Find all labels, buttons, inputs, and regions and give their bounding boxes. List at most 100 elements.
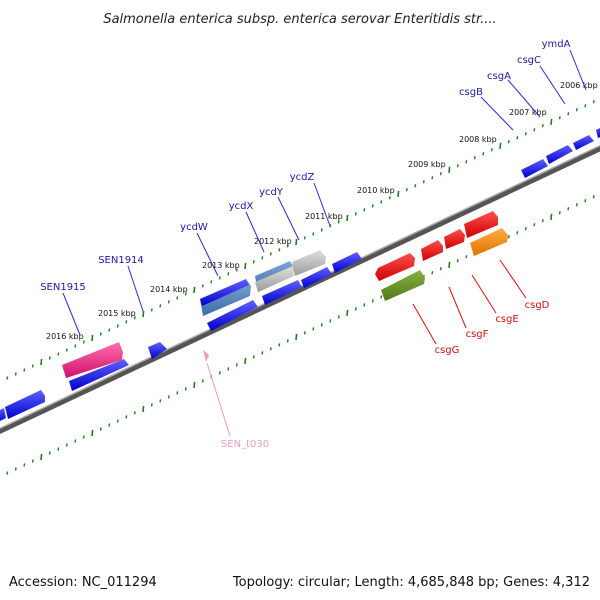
scale-minor-tick [235,268,238,272]
gene-arrow[interactable] [148,342,167,359]
kbp-label: 2014 kbp [150,285,188,294]
scale-major-tick [295,333,298,340]
gene-arrow[interactable] [521,159,548,178]
scale-minor-tick [320,323,323,327]
scale-minor-tick [354,307,357,311]
scale-major-tick [244,357,247,364]
scale-minor-tick [456,259,459,263]
scale-major-tick [193,381,196,388]
scale-minor-tick [584,199,587,203]
gene-label-csge[interactable]: csgE [495,314,518,325]
gene-label-sen1914[interactable]: SEN1914 [98,255,144,266]
gene-label-csgf[interactable]: csgF [466,329,489,340]
scale-minor-tick [82,340,85,344]
scale-minor-tick [422,180,425,184]
gene-arrow[interactable] [255,266,294,292]
scale-minor-tick [465,160,468,164]
scale-minor-tick [388,196,391,200]
gene-arrow[interactable] [292,250,326,276]
gene-label-ycdz[interactable]: ycdZ [290,172,315,183]
gene-arrow[interactable] [546,145,573,164]
gene-label-ycdw[interactable]: ycdW [180,222,208,233]
scale-minor-tick [533,223,536,227]
gene-label-sen1915[interactable]: SEN1915 [40,282,86,293]
scale-minor-tick [337,315,340,319]
genome-backbone [0,144,600,435]
kbp-label: 2015 kbp [98,309,136,318]
gene-arrow[interactable] [207,300,258,331]
scale-minor-tick [31,459,34,463]
gene-arrow[interactable] [0,408,6,422]
scale-minor-tick [116,419,119,423]
scale-minor-tick [592,100,595,104]
scale-minor-tick [303,331,306,335]
gene-arrow[interactable] [421,240,443,261]
gene-label-csgg[interactable]: csgG [435,345,460,356]
scale-minor-tick [82,435,85,439]
scale-minor-tick [533,128,536,132]
gene-arrow[interactable] [262,280,302,305]
gene-arrow[interactable] [69,359,129,391]
scale-minor-tick [176,391,179,395]
scale-minor-tick [125,320,128,324]
scale-minor-tick [48,451,51,455]
scale-minor-tick [473,156,476,160]
scale-minor-tick [184,387,187,391]
scale-major-tick [91,334,94,342]
scale-major-tick [295,238,298,245]
scale-minor-tick [329,224,332,228]
gene-label-ycdy[interactable]: ycdY [259,187,284,198]
kbp-label: 2008 kbp [459,135,497,144]
gene-arrow[interactable] [444,229,465,249]
scale-minor-tick [490,148,493,152]
gene-arrow[interactable] [375,253,415,281]
trna-marker[interactable] [203,350,209,362]
scale-minor-tick [176,296,179,300]
scale-minor-tick [269,252,272,256]
gene-label-csgd[interactable]: csgD [525,300,550,311]
gene-label-csgb[interactable]: csgB [459,87,483,98]
gene-arrow[interactable] [5,390,45,419]
gene-arrow[interactable] [464,211,498,238]
scale-minor-tick [558,116,561,120]
gene-arrow[interactable] [301,267,332,288]
scale-minor-tick [48,356,51,360]
scale-major-tick [193,286,196,293]
scale-minor-tick [303,236,306,240]
scale-minor-tick [65,348,68,352]
kbp-label: 2007 kbp [509,108,547,117]
gene-label-ymda[interactable]: ymdA [542,39,571,50]
gene-label-sen-t030[interactable]: SEN_t030 [221,439,269,450]
gene-arrow[interactable] [62,342,123,378]
gene-arrow[interactable] [470,228,508,256]
map-title: Salmonella enterica subsp. enterica sero… [103,12,496,27]
gene-label-csgc[interactable]: csgC [517,55,541,66]
scale-minor-tick [167,300,170,304]
gene-arrow[interactable] [596,125,600,138]
gene-arrow[interactable] [381,270,425,301]
scale-minor-tick [150,308,153,312]
scale-minor-tick [108,328,111,332]
gene-arrow[interactable] [200,279,249,306]
scale-minor-tick [218,371,221,375]
scale-minor-tick [507,140,510,144]
gene-label-ycdx[interactable]: ycdX [229,201,254,212]
scale-minor-tick [14,372,17,376]
gene-label-csga[interactable]: csgA [487,71,511,82]
scale-minor-tick [329,319,332,323]
scale-major-tick [346,214,349,221]
scale-minor-tick [405,188,408,192]
gene-arrow[interactable] [573,135,594,150]
gene-arrow[interactable] [332,252,362,273]
scale-minor-tick [278,343,281,347]
scale-minor-tick [252,355,255,359]
kbp-label: 2011 kbp [305,212,343,221]
topology-label: Topology: circular; Length: 4,685,848 bp… [232,575,590,590]
scale-minor-tick [227,367,230,371]
scale-minor-tick [465,255,468,259]
scale-minor-tick [439,267,442,271]
scale-major-tick [448,166,451,173]
scale-minor-tick [439,172,442,176]
scale-minor-tick [541,124,544,128]
scale-minor-tick [6,376,9,380]
